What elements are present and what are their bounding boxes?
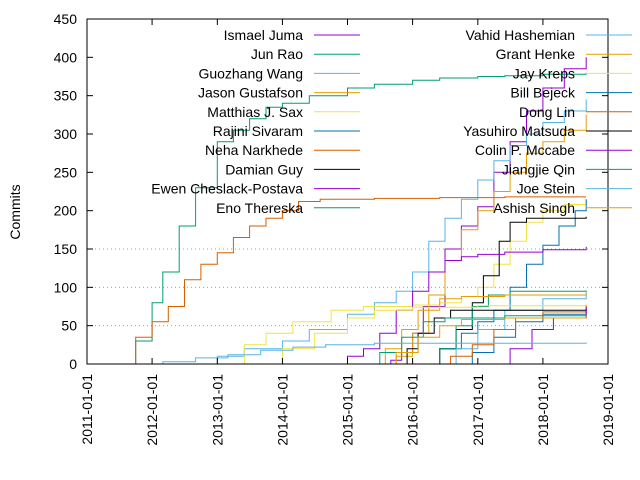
axes: 0 50 100 150 200 250 300 350 400 450 2011-01-01 201… xyxy=(54,11,616,446)
legend-label: Damian Guy xyxy=(225,161,303,177)
legend-label: Ismael Juma xyxy=(224,27,304,43)
legend-label: Ashish Singh xyxy=(493,200,575,216)
legend-label: Dong Lin xyxy=(519,104,575,120)
series-line-6 xyxy=(418,199,587,365)
y-tick-label: 200 xyxy=(54,203,78,219)
legend-label: Jay Kreps xyxy=(513,65,575,81)
x-tick-label: 2011-01-01 xyxy=(79,374,95,445)
legend-label: Vahid Hashemian xyxy=(466,27,575,43)
legend-label: Neha Narkhede xyxy=(205,142,303,158)
series-line-3 xyxy=(190,99,587,365)
y-tick-label: 50 xyxy=(61,318,77,334)
series-line-13 xyxy=(244,304,587,365)
legend-label: Matthias J. Sax xyxy=(207,104,303,120)
y-tick-label: 100 xyxy=(54,279,78,295)
y-tick-label: 450 xyxy=(54,11,78,27)
y-tick-label: 300 xyxy=(54,126,78,142)
x-tick-label: 2015-01-01 xyxy=(340,374,356,446)
y-axis-label: Commits xyxy=(7,184,23,239)
x-tick-label: 2013-01-01 xyxy=(209,374,225,446)
legend-label: Rajini Sivaram xyxy=(213,123,303,139)
legend-label: Colin P. Mccabe xyxy=(475,142,575,158)
x-tick-label: 2016-01-01 xyxy=(405,374,421,446)
legend-label: Joe Stein xyxy=(517,181,575,197)
series-line-4 xyxy=(385,114,587,365)
series-line-7 xyxy=(121,196,587,365)
y-tick-label: 0 xyxy=(69,356,77,372)
y-tick-label: 150 xyxy=(54,241,78,257)
series-line-12 xyxy=(368,293,587,365)
series-line-16 xyxy=(390,308,587,365)
x-tick-label: 2017-01-01 xyxy=(470,374,486,446)
series-line-15 xyxy=(428,305,587,365)
legend-label: Jason Gustafson xyxy=(198,85,303,101)
series-line-8 xyxy=(428,216,587,365)
series-line-14 xyxy=(450,308,587,365)
series-line-20 xyxy=(374,316,587,365)
y-tick-label: 250 xyxy=(54,164,78,180)
x-tick-label: 2018-01-01 xyxy=(535,374,551,446)
x-tick-label: 2019-01-01 xyxy=(600,374,616,446)
series-line-17 xyxy=(488,306,587,365)
series-line-19 xyxy=(130,342,587,365)
series-lines xyxy=(121,57,587,365)
series-line-2 xyxy=(121,72,587,365)
legend-label: Yasuhiro Matsuda xyxy=(463,123,575,139)
legend-label: Bill Bejeck xyxy=(510,85,576,101)
legend-label: Grant Henke xyxy=(496,46,576,62)
series-line-18 xyxy=(358,314,587,365)
legend-label: Guozhang Wang xyxy=(198,65,303,81)
legend: Ismael Juma Jun Rao Guozhang Wang Jason Gus… xyxy=(151,27,632,216)
legend-label: Jun Rao xyxy=(251,46,303,62)
series-line-9 xyxy=(320,246,587,365)
x-tick-label: 2012-01-01 xyxy=(144,374,160,446)
y-tick-label: 350 xyxy=(54,88,78,104)
x-tick-label: 2014-01-01 xyxy=(274,374,290,446)
legend-label: Ewen Cheslack-Postava xyxy=(151,181,303,197)
legend-label: Jiangjie Qin xyxy=(502,161,575,177)
y-tick-label: 400 xyxy=(54,49,78,65)
series-line-5 xyxy=(227,199,587,365)
legend-label: Eno Thereska xyxy=(216,200,303,216)
series-line-10 xyxy=(423,290,587,365)
